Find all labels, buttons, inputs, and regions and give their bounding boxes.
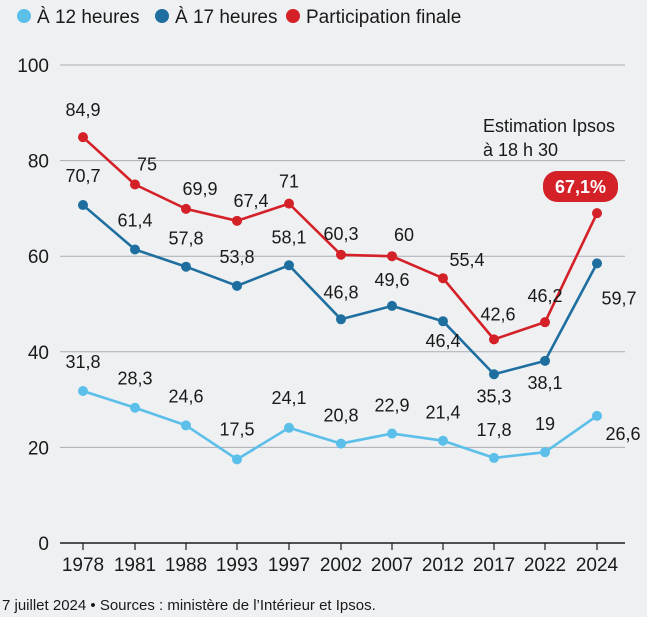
data-label-s0-2012: 21,4: [425, 403, 460, 423]
point-s1-2007: [387, 301, 397, 311]
x-tick-label-2012: 2012: [422, 555, 464, 576]
legend-label-0: À 12 heures: [37, 7, 139, 28]
data-label-s2-2017: 42,6: [480, 304, 515, 324]
data-label-s1-1993: 53,8: [219, 247, 254, 267]
point-s2-2012: [438, 273, 448, 283]
data-label-s0-2002: 20,8: [323, 406, 358, 426]
participation-line-chart: À 12 heures À 17 heures Participation fina…: [0, 0, 647, 617]
data-label-s0-1997: 24,1: [271, 388, 306, 408]
point-s0-1993: [232, 454, 242, 464]
point-s2-2022: [540, 317, 550, 327]
annotation-line-1: Estimation Ipsos: [483, 116, 615, 136]
legend-label-2: Participation finale: [306, 7, 461, 28]
point-s0-2024: [592, 411, 602, 421]
data-label-s0-2022: 19: [535, 414, 555, 434]
point-s0-1978: [78, 386, 88, 396]
y-tick-label-40: 40: [28, 343, 49, 364]
data-label-s1-1978: 70,7: [65, 166, 100, 186]
point-s2-1978: [78, 132, 88, 142]
y-tick-label-80: 80: [28, 152, 49, 173]
x-tick-label-1997: 1997: [268, 555, 310, 576]
y-tick-label-0: 0: [38, 534, 49, 555]
point-s2-2007: [387, 251, 397, 261]
x-tick-label-1988: 1988: [165, 555, 207, 576]
data-label-s0-1993: 17,5: [219, 419, 254, 439]
x-tick-label-2007: 2007: [371, 555, 413, 576]
data-label-s2-1997: 71: [279, 172, 299, 192]
source-note: 7 juillet 2024 • Sources : ministère de …: [2, 597, 376, 614]
chart-container: À 12 heures À 17 heures Participation fina…: [0, 0, 647, 617]
point-s2-1988: [181, 204, 191, 214]
data-label-s2-2007: 60: [394, 225, 414, 245]
estimate-badge-label: 67,1%: [555, 177, 606, 197]
x-tick-label-2017: 2017: [473, 555, 515, 576]
point-s1-1988: [181, 262, 191, 272]
point-s1-1978: [78, 200, 88, 210]
point-s2-2024: [592, 208, 602, 218]
legend-label-1: À 17 heures: [175, 7, 277, 28]
data-label-s2-1993: 67,4: [233, 191, 268, 211]
data-label-s0-1981: 28,3: [117, 369, 152, 389]
data-label-s0-2007: 22,9: [374, 396, 409, 416]
data-label-s1-2002: 46,8: [323, 282, 358, 302]
data-label-s0-2024: 26,6: [605, 424, 640, 444]
point-s0-1997: [284, 423, 294, 433]
point-s1-1981: [130, 245, 140, 255]
data-label-s2-1978: 84,9: [65, 100, 100, 120]
y-tick-label-60: 60: [28, 247, 49, 268]
point-s0-2007: [387, 429, 397, 439]
point-s0-2002: [336, 439, 346, 449]
data-label-s2-2002: 60,3: [323, 224, 358, 244]
y-tick-label-20: 20: [28, 438, 49, 459]
data-label-s0-2017: 17,8: [476, 420, 511, 440]
point-s0-1981: [130, 403, 140, 413]
point-s1-1997: [284, 260, 294, 270]
data-label-s1-2024: 59,7: [601, 288, 636, 308]
point-s0-1988: [181, 420, 191, 430]
point-s1-2022: [540, 356, 550, 366]
x-tick-label-2024: 2024: [576, 555, 619, 576]
annotation-line-2: à 18 h 30: [483, 140, 558, 160]
data-label-s1-2017: 35,3: [476, 386, 511, 406]
x-tick-label-1978: 1978: [62, 555, 104, 576]
data-label-s2-2012: 55,4: [449, 250, 484, 270]
x-tick-label-2002: 2002: [320, 555, 362, 576]
point-s0-2022: [540, 447, 550, 457]
data-label-s2-2022: 46,2: [527, 286, 562, 306]
y-tick-label-100: 100: [17, 56, 49, 77]
point-s1-2017: [489, 369, 499, 379]
point-s2-1997: [284, 199, 294, 209]
point-s0-2012: [438, 436, 448, 446]
data-label-s1-1988: 57,8: [168, 229, 203, 249]
point-s1-1993: [232, 281, 242, 291]
data-label-s1-2022: 38,1: [527, 373, 562, 393]
point-s0-2017: [489, 453, 499, 463]
point-s2-2002: [336, 250, 346, 260]
point-s2-1981: [130, 180, 140, 190]
data-label-s2-1988: 69,9: [182, 179, 217, 199]
data-label-s1-1997: 58,1: [271, 227, 306, 247]
point-s1-2024: [592, 258, 602, 268]
x-tick-label-1993: 1993: [216, 555, 258, 576]
legend-marker-2: [286, 9, 300, 23]
data-label-s1-2012: 46,4: [425, 331, 460, 351]
data-label-s1-1981: 61,4: [117, 211, 152, 231]
data-label-s2-1981: 75: [137, 155, 157, 175]
point-s2-1993: [232, 216, 242, 226]
data-label-s0-1988: 24,6: [168, 386, 203, 406]
point-s1-2002: [336, 314, 346, 324]
legend-marker-0: [17, 9, 31, 23]
data-label-s1-2007: 49,6: [374, 270, 409, 290]
point-s2-2017: [489, 334, 499, 344]
x-tick-label-2022: 2022: [524, 555, 566, 576]
x-tick-label-1981: 1981: [114, 555, 156, 576]
data-label-s0-1978: 31,8: [65, 352, 100, 372]
legend-marker-1: [155, 9, 169, 23]
point-s1-2012: [438, 316, 448, 326]
